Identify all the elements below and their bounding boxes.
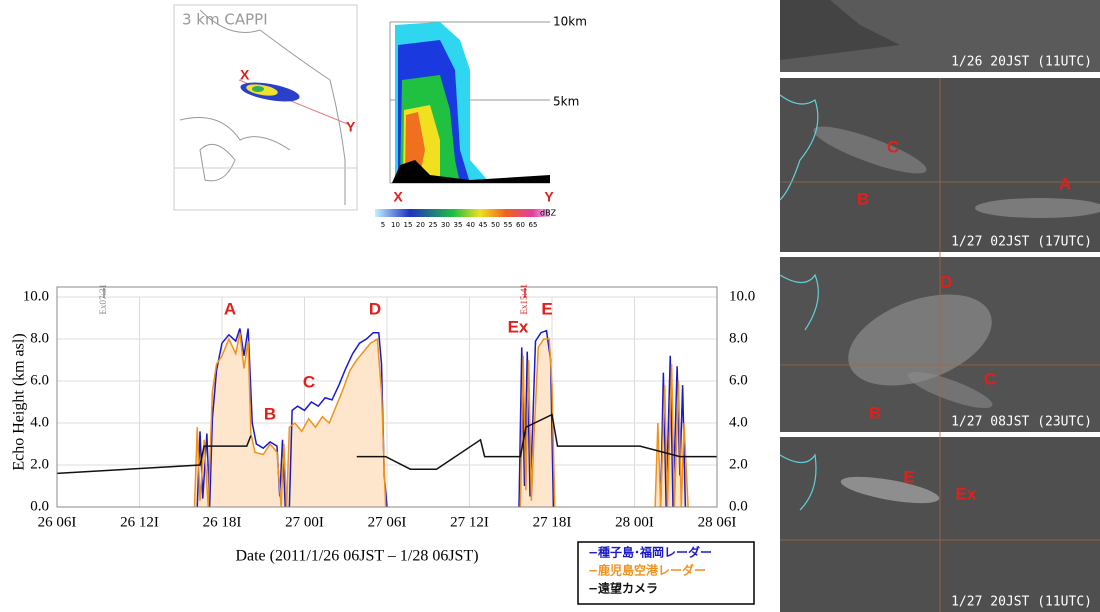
y-tick-label: 8.0 — [30, 330, 49, 346]
y2-tick-label: 8.0 — [729, 330, 748, 346]
satellite-label: B — [857, 189, 869, 208]
y-tick-label: 6.0 — [30, 372, 49, 388]
colorbar-tick: 15 — [404, 221, 413, 229]
event-letter: D — [369, 299, 381, 318]
colorbar-tick: 10 — [391, 221, 400, 229]
colorbar-tick: 25 — [429, 221, 438, 229]
satellite-label: B — [869, 403, 881, 422]
colorbar-tick: 50 — [491, 221, 500, 229]
event-letter: Ex — [508, 317, 529, 336]
map-title: 3 km CAPPI — [182, 11, 268, 29]
satellite-label: C — [887, 137, 899, 156]
figure: 0.0 0.0 2.0 2.0 4.0 4.0 6.0 6.0 8.0 8.0 10.0 10.0 26… — [0, 0, 1100, 612]
y-axis-label: Echo Height (km asl) — [11, 333, 28, 470]
height-label: 5km — [553, 95, 579, 109]
y-tick-label: 4.0 — [30, 414, 49, 430]
x-tick-label: 26 06I — [38, 514, 77, 530]
satellite-time: 1/27 08JST (23UTC) — [951, 415, 1092, 430]
satellite-time: 1/26 20JST (11UTC) — [951, 55, 1092, 70]
satellite-time: 1/27 20JST (11UTC) — [951, 595, 1092, 610]
event-letter: A — [224, 299, 236, 318]
colorbar-tick: 65 — [529, 221, 538, 229]
colorbar-tick: 35 — [454, 221, 463, 229]
colorbar-unit: dBZ — [540, 209, 557, 218]
colorbar-tick: 20 — [416, 221, 425, 229]
x-tick-label: 26 12I — [120, 514, 159, 530]
y2-tick-label: 0.0 — [729, 498, 748, 514]
x-tick-label: 28 00I — [615, 514, 654, 530]
satellite-label: E — [903, 467, 914, 486]
satellite-label: C — [984, 369, 996, 388]
map-x: X — [240, 67, 250, 83]
colorbar-tick: 55 — [504, 221, 513, 229]
satellite-time: 1/27 02JST (17UTC) — [951, 235, 1092, 250]
colorbar-tick: 40 — [466, 221, 475, 229]
colorbar-tick: 5 — [381, 221, 385, 229]
y-tick-label: 0.0 — [30, 498, 49, 514]
y-tick-label: 2.0 — [30, 456, 49, 472]
y2-tick-label: 6.0 — [729, 372, 748, 388]
satellite-label: A — [1059, 174, 1071, 193]
x-axis-label: Date (2011/1/26 06JST – 1/28 06JST) — [235, 548, 478, 565]
xsec-x: X — [393, 189, 403, 205]
satellite-label: Ex — [956, 484, 977, 503]
y-tick-label: 10.0 — [23, 288, 49, 304]
event-letter: E — [541, 299, 552, 318]
height-label: 10km — [553, 15, 587, 29]
x-tick-label: 27 12I — [450, 514, 489, 530]
map-panel — [174, 5, 357, 210]
legend-entry: −遠望カメラ — [588, 581, 658, 596]
event-letter: C — [303, 372, 315, 391]
xsec-y: Y — [544, 189, 554, 205]
satellite-label: D — [940, 272, 952, 291]
y2-tick-label: 10.0 — [729, 288, 755, 304]
event-letter: B — [264, 404, 276, 423]
colorbar-tick: 30 — [441, 221, 450, 229]
map-y: Y — [346, 119, 356, 135]
colorbar-tick: 45 — [479, 221, 488, 229]
y2-tick-label: 4.0 — [729, 414, 748, 430]
event-label: Ex15:41 — [519, 284, 529, 315]
event-label: Ex07:31 — [98, 284, 108, 315]
x-tick-label: 27 00I — [285, 514, 324, 530]
x-tick-label: 27 06I — [368, 514, 407, 530]
colorbar-tick: 60 — [516, 221, 525, 229]
x-tick-label: 26 18I — [203, 514, 242, 530]
x-tick-label: 28 06I — [698, 514, 737, 530]
x-tick-label: 27 18I — [533, 514, 572, 530]
satellite-images — [780, 0, 1100, 612]
legend-entry: −鹿児島空港レーダー — [588, 563, 706, 578]
legend-entry: −種子島･福岡レーダー — [588, 545, 712, 560]
y2-tick-label: 2.0 — [729, 456, 748, 472]
